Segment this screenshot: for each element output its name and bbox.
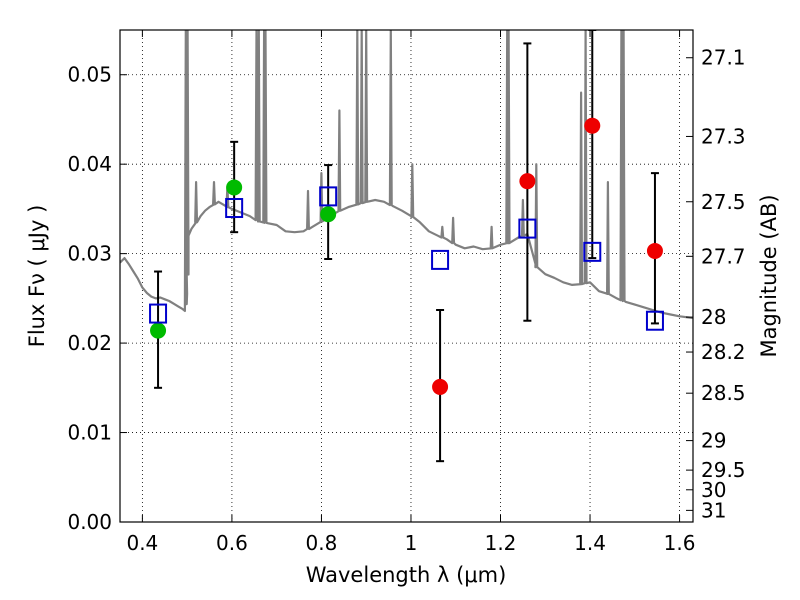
y-tick-label: 0.01 <box>67 421 112 445</box>
y-tick-label: 0.05 <box>67 63 112 87</box>
y-tick-label: 0.04 <box>67 152 112 176</box>
y2-tick-label: 27.7 <box>701 244 746 268</box>
y2-tick-label: 30 <box>701 478 726 502</box>
x-tick-label: 0.8 <box>306 531 338 555</box>
y2-tick-label: 29 <box>701 429 726 453</box>
model-band-flux-square <box>149 303 168 324</box>
red-data-point <box>519 173 536 190</box>
green-data-point <box>226 179 243 196</box>
y2-tick-label: 29.5 <box>701 458 746 482</box>
x-tick-label: 1 <box>405 531 418 555</box>
x-axis-label: Wavelength λ (μm) <box>306 563 507 587</box>
red-data-point <box>432 378 449 395</box>
x-tick-label: 1.4 <box>574 531 606 555</box>
model-band-flux-square <box>583 241 602 262</box>
y-tick-label: 0.02 <box>67 331 112 355</box>
plot-frame <box>119 29 694 523</box>
y2-axis-label: Magnitude (AB) <box>757 194 781 357</box>
y2-tick-label: 27.3 <box>701 124 746 148</box>
x-tick-label: 0.4 <box>126 531 158 555</box>
green-data-point <box>320 206 337 223</box>
y2-tick-label: 31 <box>701 498 726 522</box>
y2-tick-label: 28 <box>701 305 726 329</box>
axis-ticks: 0.4 0.6 0.8 1 1.2 1.4 1.6 0.00 0.01 0.02 0.03 0.04 0… <box>67 30 746 555</box>
plot-area <box>120 30 693 463</box>
model-band-flux-square <box>518 218 537 239</box>
red-data-point <box>646 242 663 259</box>
model-spectrum-line <box>120 30 693 320</box>
x-tick-label: 0.6 <box>216 531 248 555</box>
model-band-flux-square <box>225 198 244 219</box>
y2-tick-label: 28.5 <box>701 381 746 405</box>
model-band-flux-square <box>645 310 664 331</box>
red-data-point <box>584 117 601 134</box>
y2-tick-label: 27.1 <box>701 46 746 70</box>
x-tick-label: 1.6 <box>664 531 696 555</box>
y-tick-label: 0.03 <box>67 242 112 266</box>
green-data-point <box>150 322 167 339</box>
y2-tick-label: 27.5 <box>701 190 746 214</box>
y-tick-label: 0.00 <box>67 510 112 534</box>
model-band-flux-square <box>431 249 450 270</box>
model-band-flux-square <box>319 186 338 207</box>
x-tick-label: 1.2 <box>485 531 517 555</box>
y2-tick-label: 28.2 <box>701 340 746 364</box>
y-axis-label: Flux Fν ( μJy ) <box>25 205 49 348</box>
